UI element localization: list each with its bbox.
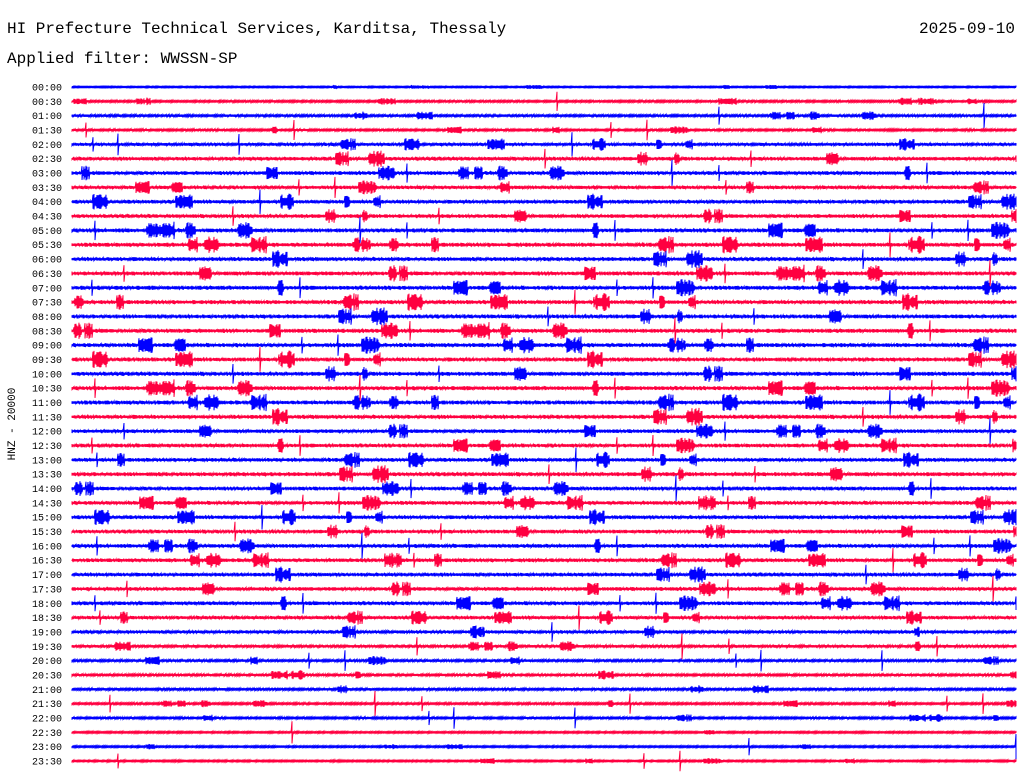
seismic-trace [71, 521, 1017, 542]
row-time-label: 00:00 [32, 84, 62, 95]
row-time-label: 03:00 [32, 170, 62, 181]
row-time-label: 06:00 [32, 256, 62, 267]
row-time-label: 18:00 [32, 600, 62, 611]
row-time-label: 10:30 [32, 385, 62, 396]
row-time-label: 14:00 [32, 485, 62, 496]
row-time-label: 15:30 [32, 528, 62, 539]
row-time-label: 01:00 [32, 112, 62, 123]
row-time-label: 22:30 [32, 729, 62, 740]
row-time-label: 13:30 [32, 471, 62, 482]
row-time-label: 21:30 [32, 700, 62, 711]
station-title: HI Prefecture Technical Services, Kardit… [7, 20, 507, 38]
row-time-label: 03:30 [32, 184, 62, 195]
row-time-label: 09:00 [32, 342, 62, 353]
row-time-label: 07:00 [32, 284, 62, 295]
row-time-label: 23:30 [32, 758, 62, 769]
row-time-label: 08:30 [32, 327, 62, 338]
row-time-label: 20:00 [32, 657, 62, 668]
seismic-trace [71, 334, 1017, 356]
row-time-label: 05:30 [32, 241, 62, 252]
row-time-label: 06:30 [32, 270, 62, 281]
row-time-label: 22:00 [32, 714, 62, 725]
filter-label: Applied filter: WWSSN-SP [7, 50, 238, 68]
row-time-label: 21:00 [32, 686, 62, 697]
row-time-label: 14:30 [32, 499, 62, 510]
row-time-label: 23:00 [32, 743, 62, 754]
row-time-label: 17:00 [32, 571, 62, 582]
date-label: 2025-09-10 [918, 20, 1015, 38]
row-time-label: 12:00 [32, 428, 62, 439]
row-time-label: 10:00 [32, 370, 62, 381]
row-time-label: 20:30 [32, 671, 62, 682]
row-time-label: 04:00 [32, 198, 62, 209]
row-time-label: 05:00 [32, 227, 62, 238]
row-time-label: 19:00 [32, 628, 62, 639]
row-time-label: 19:30 [32, 643, 62, 654]
row-time-label: 16:00 [32, 542, 62, 553]
row-time-label: 15:00 [32, 514, 62, 525]
row-time-label: 18:30 [32, 614, 62, 625]
row-time-label: 13:00 [32, 456, 62, 467]
seismic-trace [71, 232, 1017, 258]
row-time-label: 17:30 [32, 585, 62, 596]
row-time-label: 02:00 [32, 141, 62, 152]
seismic-trace [71, 390, 1017, 415]
row-time-label: 12:30 [32, 442, 62, 453]
row-time-label: 16:30 [32, 557, 62, 568]
row-time-label: 00:30 [32, 98, 62, 109]
row-time-label: 01:30 [32, 127, 62, 138]
row-time-label: 07:30 [32, 299, 62, 310]
row-time-label: 11:00 [32, 399, 62, 410]
row-time-label: 04:30 [32, 213, 62, 224]
row-time-label: 08:00 [32, 313, 62, 324]
row-time-label: 11:30 [32, 413, 62, 424]
row-time-label: 09:30 [32, 356, 62, 367]
row-time-label: 02:30 [32, 155, 62, 166]
